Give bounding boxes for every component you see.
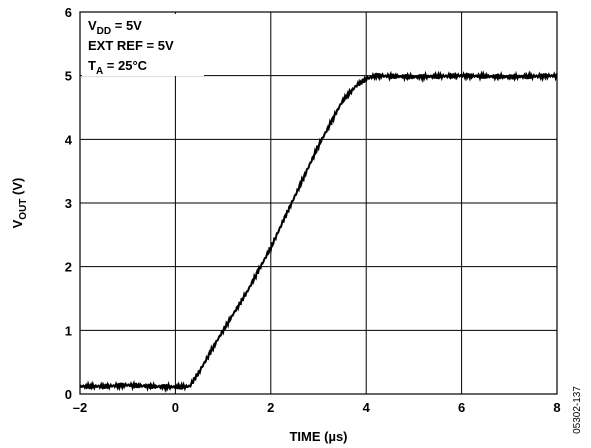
y-tick-label: 5 (65, 69, 72, 84)
y-tick-labels: 0 1 2 3 4 5 6 (65, 5, 73, 402)
y-tick-label: 4 (65, 132, 73, 147)
y-tick-label: 6 (65, 5, 72, 20)
x-tick-label: 6 (458, 400, 465, 415)
annotation-subscript: A (96, 66, 103, 77)
x-tick-label: –2 (73, 400, 87, 415)
y-tick-label: 3 (65, 196, 72, 211)
x-tick-label: 0 (172, 400, 179, 415)
annotation-background (82, 14, 204, 76)
annotation-line: VDD = 5V (88, 18, 142, 37)
annotation-rest: = 25°C (103, 58, 147, 73)
x-tick-label: 8 (553, 400, 560, 415)
annotation-rest: = 5V (111, 18, 142, 33)
annotation-base: EXT REF = 5V (88, 38, 174, 53)
series-line-vout (79, 70, 558, 393)
y-axis-title: VOUT (V) (10, 178, 29, 229)
x-axis-title: TIME (µs) (289, 429, 347, 444)
annotation-subscript: DD (97, 26, 111, 37)
y-axis-title-main: V (10, 219, 25, 228)
y-axis-title-sub: OUT (18, 199, 29, 220)
plot-frame (79, 11, 558, 395)
annotation-base: V (88, 18, 97, 33)
x-tick-label: 4 (363, 400, 371, 415)
annotation-base: T (88, 58, 96, 73)
y-axis-title-unit: (V) (10, 178, 25, 199)
y-tick-label: 0 (65, 387, 72, 402)
annotation-line: TA = 25°C (88, 58, 148, 77)
x-tick-label: 2 (267, 400, 274, 415)
annotation-line: EXT REF = 5V (88, 38, 174, 53)
figure-id: 05302-137 (572, 386, 583, 434)
y-tick-label: 1 (65, 323, 72, 338)
y-tick-label: 2 (65, 260, 72, 275)
x-tick-labels: –2 0 2 4 6 8 (73, 400, 561, 415)
